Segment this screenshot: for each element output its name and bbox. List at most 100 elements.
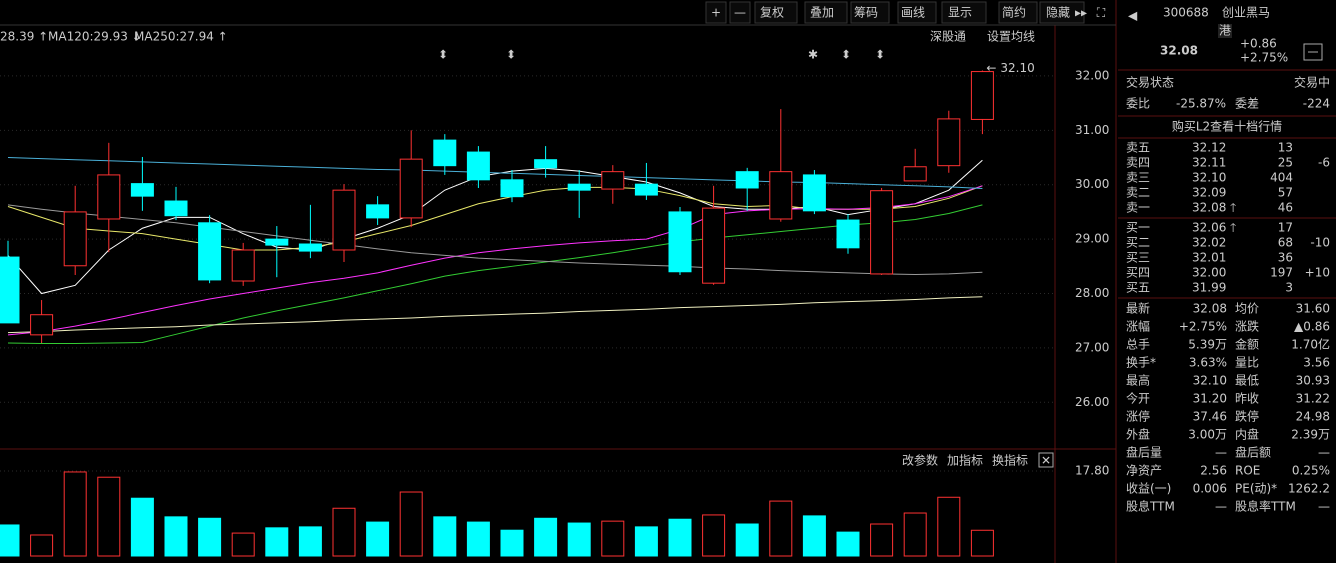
event-marker[interactable]: ⬍ [875, 48, 885, 62]
stat-label: 净资产 [1126, 464, 1162, 478]
candle-body [500, 179, 524, 198]
volume-bar [668, 518, 692, 557]
candle-body [198, 222, 222, 281]
indicator-link[interactable]: 加指标 [947, 453, 983, 468]
candle-body [433, 139, 457, 167]
stock-code: 300688 [1163, 6, 1209, 20]
toolbar-icon[interactable]: ▸▸ [1075, 6, 1087, 20]
toolbar-button[interactable] [804, 1, 848, 24]
event-marker[interactable]: ⬍ [506, 48, 516, 62]
indicator-link[interactable]: 换指标 [992, 453, 1028, 468]
y-tick-label: 32.00 [1075, 68, 1109, 82]
stat-label: 均价 [1235, 302, 1259, 316]
volume-bar [466, 521, 490, 557]
stat-value: 31.22 [1296, 392, 1330, 406]
stat-label: 总手 [1126, 338, 1150, 352]
volume-bar [332, 507, 356, 557]
toolbar-button[interactable] [897, 1, 937, 24]
book-price: 32.01 [1192, 251, 1226, 265]
ma-line [7, 159, 983, 295]
stat-label: 昨收 [1235, 392, 1259, 406]
volume-bar [231, 532, 255, 557]
toolbar-button[interactable] [941, 1, 987, 24]
up-arrow: 🡑 [1230, 201, 1236, 215]
price-annotation: 32.10 [1000, 61, 1034, 75]
toolbar-icon[interactable]: ⛶ [1096, 6, 1106, 20]
volume-bar [130, 497, 154, 557]
book-volume: 68 [1278, 236, 1293, 250]
candle-body [164, 200, 188, 217]
volume-bar [198, 517, 222, 557]
collapse-button[interactable] [1303, 43, 1323, 61]
ma-line [7, 185, 983, 251]
toolbar-button[interactable] [850, 1, 890, 24]
l2-link[interactable]: 购买L2查看十档行情 [1172, 119, 1282, 134]
y-tick-label: 29.00 [1075, 232, 1109, 246]
toolbar-button[interactable] [1039, 1, 1085, 24]
toolbar-button[interactable] [705, 1, 727, 24]
prev-arrow[interactable]: ◀ [1128, 9, 1138, 23]
tag-box [1218, 24, 1232, 38]
stat-value: 24.98 [1296, 410, 1330, 424]
book-volume: 17 [1278, 221, 1293, 235]
value: -25.87% [1176, 97, 1226, 111]
stat-value: 1.70亿 [1291, 337, 1330, 352]
stat-label: 量比 [1235, 356, 1259, 370]
stat-value: 5.39万 [1188, 338, 1227, 352]
chart-link[interactable]: 深股通 [930, 30, 966, 44]
book-diff: -6 [1318, 156, 1330, 170]
volume-bar [534, 517, 558, 557]
candle-body [870, 190, 894, 275]
ma-line [7, 296, 983, 334]
stat-value: 31.60 [1296, 302, 1330, 316]
event-markers: ⬍ ⬍ ✱ ⬍ ⬍ [438, 48, 885, 62]
volume-bar [433, 516, 457, 557]
stat-label: 最高 [1126, 373, 1150, 388]
book-volume: 13 [1278, 141, 1293, 155]
book-price: 31.99 [1192, 281, 1226, 295]
stat-value: — [1215, 446, 1227, 460]
price-change: +0.86 [1240, 37, 1277, 51]
book-label: 卖三 [1126, 171, 1150, 185]
volume-bar [937, 496, 961, 557]
price-pct: +2.75% [1240, 51, 1288, 65]
volume-bar [634, 526, 658, 557]
volume-bar [567, 522, 591, 557]
event-marker[interactable]: ⬍ [841, 48, 851, 62]
volume-bar [399, 491, 423, 557]
candle-body [265, 238, 289, 246]
toolbar-button[interactable] [729, 1, 751, 24]
stat-value: 3.63% [1189, 356, 1227, 370]
toolbar-label: 隐藏 [1046, 6, 1070, 20]
stat-value: 30.93 [1296, 374, 1330, 388]
stock-name: 创业黑马 [1222, 6, 1270, 20]
volume-bar [970, 529, 994, 557]
stat-value: ▲0.86 [1294, 320, 1330, 334]
book-price: 32.10 [1192, 171, 1226, 185]
book-volume: 46 [1278, 201, 1293, 215]
candle-body [63, 211, 87, 267]
stat-label: 股息率TTM [1235, 499, 1296, 514]
event-marker[interactable]: ⬍ [438, 48, 448, 62]
stat-label: 外盘 [1126, 427, 1150, 442]
close-indicator[interactable] [1038, 452, 1054, 468]
candle-body [836, 219, 860, 249]
candle-body [634, 183, 658, 196]
candle-body [399, 158, 423, 219]
toolbar-label: 叠加 [810, 6, 834, 20]
stat-label: 涨幅 [1126, 319, 1150, 334]
toolbar-label: 显示 [948, 6, 972, 20]
indicator-link[interactable]: 改参数 [902, 453, 938, 468]
candle-body [332, 189, 356, 251]
toolbar-button[interactable] [998, 1, 1038, 24]
candle-body [735, 171, 759, 189]
y-tick-label: 30.00 [1075, 177, 1109, 191]
ma-legend: 28.39 ↑ [0, 30, 48, 44]
ma-line [7, 185, 983, 336]
toolbar-button[interactable] [754, 1, 798, 24]
event-marker[interactable]: ✱ [808, 48, 818, 62]
volume-bar [298, 526, 322, 557]
book-label: 卖四 [1126, 156, 1150, 170]
chart-link[interactable]: 设置均线 [987, 30, 1035, 44]
